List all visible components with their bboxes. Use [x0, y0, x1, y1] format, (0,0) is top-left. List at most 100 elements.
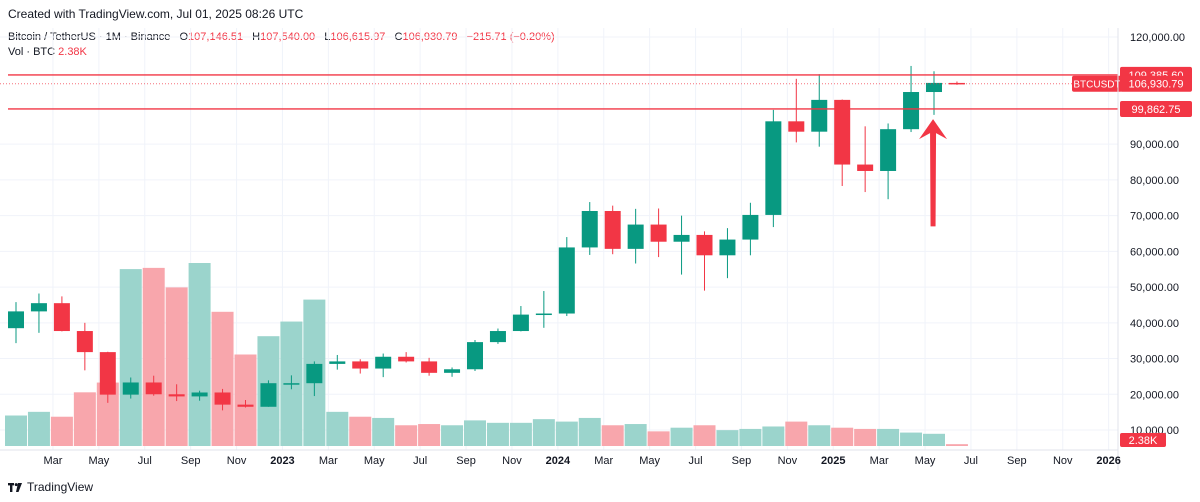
candle-body — [30, 303, 47, 312]
y-tick-label: 90,000.00 — [1130, 139, 1179, 151]
price-axis[interactable]: 10,000.0020,000.0030,000.0040,000.0050,0… — [1117, 28, 1185, 470]
candle-body — [742, 214, 759, 240]
candle-body — [122, 382, 139, 395]
candle — [99, 351, 116, 403]
volume-last-tag — [1120, 433, 1166, 447]
horizontal-line-price-label: 99,862.75 — [1132, 104, 1181, 116]
candle-body — [834, 99, 851, 165]
candle — [467, 339, 483, 372]
candle — [191, 390, 208, 401]
candle — [696, 231, 713, 291]
y-tick-label: 120,000.00 — [1130, 32, 1185, 44]
candle — [719, 228, 736, 279]
volume-bar — [693, 425, 716, 446]
candle — [650, 208, 667, 258]
candle — [352, 359, 369, 374]
candle — [948, 81, 965, 85]
x-tick-label: Mar — [870, 455, 889, 467]
volume-bars — [5, 263, 968, 446]
x-tick-label: May — [88, 455, 109, 467]
candle-body — [444, 369, 461, 373]
candle — [214, 388, 231, 411]
candle — [53, 296, 70, 332]
candle-body — [191, 392, 208, 397]
candle — [122, 377, 139, 399]
x-tick-label: 2026 — [1096, 455, 1120, 467]
candle — [421, 357, 438, 376]
candle-body — [237, 404, 254, 407]
x-tick-label: Mar — [319, 455, 338, 467]
volume-bar — [142, 267, 165, 446]
candle-body — [421, 361, 438, 373]
annotation-arrow[interactable] — [919, 119, 948, 227]
volume-bar — [578, 417, 601, 446]
candle — [765, 109, 782, 228]
candle-body — [581, 210, 598, 248]
candle-body — [673, 234, 690, 242]
volume-legend[interactable]: Vol · BTC 2.38K — [8, 46, 87, 58]
volume-bar — [532, 419, 555, 446]
candle — [834, 99, 851, 186]
volume-label[interactable]: Vol · BTC — [8, 46, 56, 58]
candle-body — [926, 82, 942, 93]
x-tick-label: Jul — [413, 455, 427, 467]
candle-body — [398, 356, 415, 362]
x-tick-label: Nov — [227, 455, 247, 467]
volume-value: 2.38K — [58, 46, 87, 58]
volume-bar — [418, 424, 441, 446]
volume-bar — [27, 411, 50, 446]
candle — [145, 375, 162, 396]
candle-body — [214, 392, 231, 405]
volume-bar — [5, 415, 27, 446]
volume-bar — [945, 444, 968, 446]
volume-bar — [73, 392, 96, 446]
candles — [8, 65, 965, 411]
candle — [673, 215, 690, 275]
candle-body — [765, 121, 782, 215]
candle — [30, 293, 47, 333]
x-tick-label: Jul — [964, 455, 978, 467]
tradingview-logo-icon — [8, 482, 22, 492]
created-with-text: Created with TradingView.com, Jul 01, 20… — [8, 7, 304, 21]
volume-bar — [96, 382, 119, 446]
volume-bar — [349, 416, 372, 446]
candle-body — [168, 394, 185, 397]
candle-body — [880, 129, 897, 171]
symbol-legend[interactable]: Bitcoin / TetherUS · 1M · Binance O107,1… — [8, 31, 555, 43]
volume-bar — [647, 431, 670, 446]
volume-bar — [395, 425, 418, 446]
candle — [788, 78, 805, 143]
candle — [535, 291, 552, 328]
candle — [329, 354, 346, 370]
y-tick-label: 30,000.00 — [1130, 354, 1179, 366]
candle-body — [260, 383, 277, 407]
x-tick-label: Mar — [43, 455, 62, 467]
time-axis[interactable]: Mar May Jul Sep Nov 2023 Mar May Jul Sep Nov 2024 Ma… — [0, 449, 1121, 467]
volume-bar — [555, 421, 578, 446]
candle-body — [535, 313, 552, 316]
x-tick-label: Jul — [689, 455, 703, 467]
x-tick-label: May — [639, 455, 660, 467]
candle — [260, 380, 277, 407]
candle-body — [53, 303, 70, 332]
y-tick-label: 60,000.00 — [1130, 246, 1179, 258]
x-tick-label: Nov — [502, 455, 522, 467]
candle — [489, 328, 506, 344]
x-tick-label: Sep — [181, 455, 201, 467]
volume-bar — [670, 427, 693, 446]
volume-bar — [831, 427, 854, 446]
volume-bar — [464, 420, 486, 446]
candle — [168, 384, 185, 402]
series-name-label: BTCUSDT — [1073, 80, 1120, 91]
candle-body — [8, 311, 24, 329]
candle — [811, 74, 828, 147]
candle — [926, 71, 942, 115]
volume-bar — [716, 430, 739, 446]
y-tick-label: 50,000.00 — [1130, 282, 1179, 294]
candle-body — [788, 121, 805, 132]
candle-body — [306, 363, 323, 384]
volume-bar — [854, 428, 877, 446]
